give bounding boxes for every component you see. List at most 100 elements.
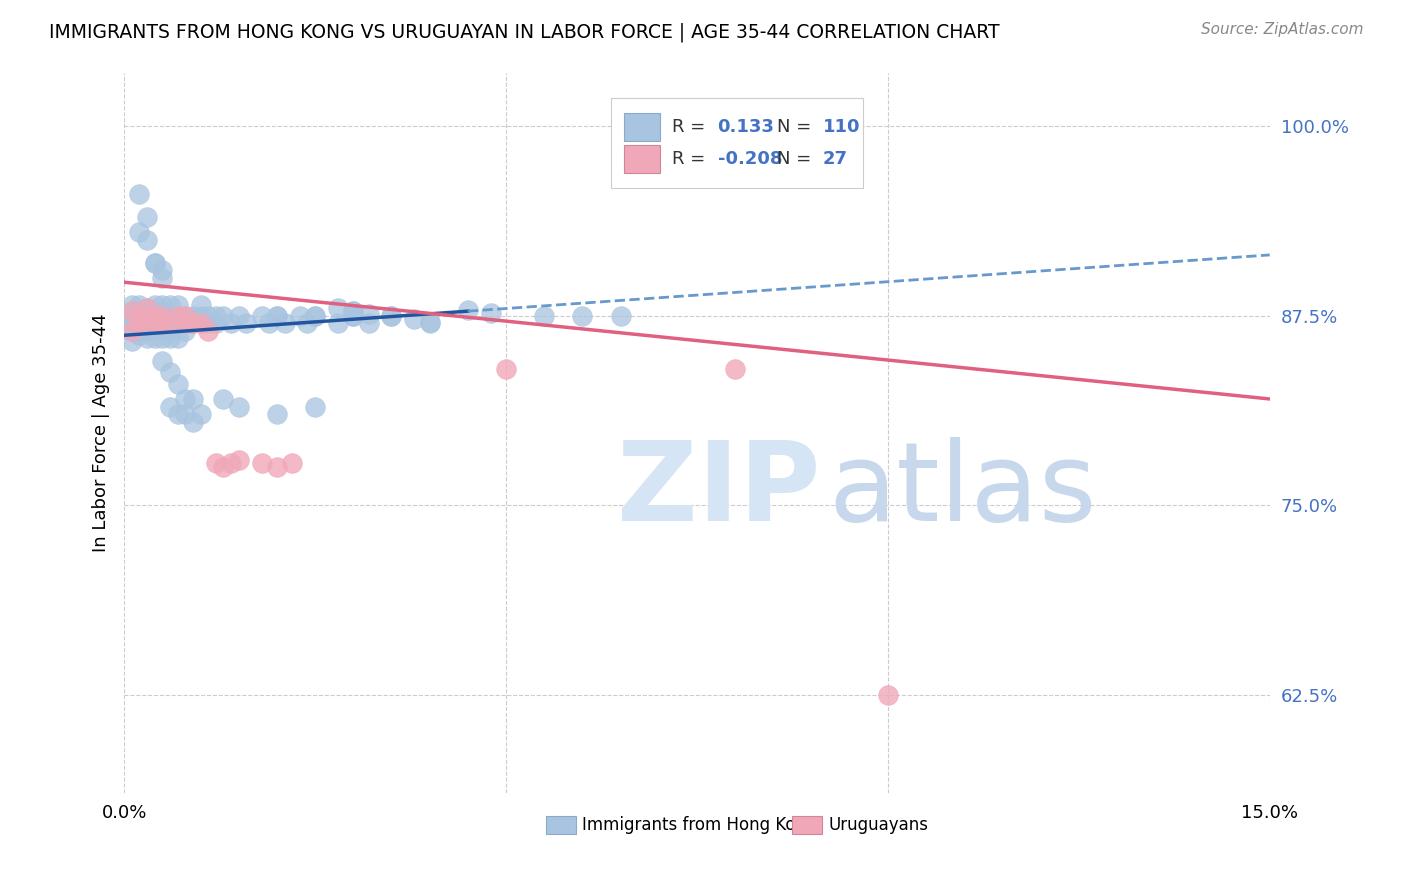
Point (266, 309, 288, 323)
Point (197, 309, 219, 323)
Point (152, 309, 174, 323)
Point (166, 298, 188, 312)
Text: Uruguayans: Uruguayans (828, 816, 929, 834)
Point (174, 309, 197, 323)
Text: R =: R = (672, 118, 704, 136)
Point (128, 187, 150, 202)
Point (136, 304, 159, 318)
Point (143, 309, 166, 323)
Point (166, 316, 188, 330)
Point (152, 263, 174, 277)
Point (152, 316, 174, 330)
Text: 0.133: 0.133 (717, 118, 775, 136)
Point (174, 407, 197, 421)
Point (166, 331, 188, 345)
Point (174, 309, 197, 323)
Point (250, 456, 273, 470)
FancyBboxPatch shape (792, 815, 823, 834)
Point (121, 334, 143, 349)
Point (326, 301, 349, 315)
Point (205, 316, 228, 330)
Point (121, 324, 143, 338)
Point (228, 309, 250, 323)
FancyBboxPatch shape (612, 98, 863, 188)
Point (136, 210, 159, 224)
Point (159, 298, 181, 312)
Point (136, 331, 159, 345)
Point (121, 304, 143, 318)
Point (259, 316, 281, 330)
Point (212, 309, 235, 323)
Point (380, 309, 402, 323)
Point (136, 301, 159, 315)
Point (219, 456, 242, 470)
Point (281, 456, 304, 470)
Point (128, 304, 150, 318)
Point (143, 298, 166, 312)
FancyBboxPatch shape (624, 145, 661, 173)
Point (326, 316, 349, 330)
Point (190, 407, 212, 421)
Point (143, 255, 166, 269)
Point (128, 328, 150, 343)
Point (190, 309, 212, 323)
Point (876, 688, 898, 702)
Point (143, 331, 166, 345)
Point (181, 392, 204, 406)
Point (143, 324, 166, 338)
Point (288, 309, 311, 323)
Point (128, 298, 150, 312)
Point (273, 316, 295, 330)
Point (128, 309, 150, 323)
Point (166, 407, 188, 421)
Point (143, 309, 166, 323)
Point (159, 324, 181, 338)
Point (266, 407, 288, 421)
Point (121, 316, 143, 330)
Point (121, 309, 143, 323)
Point (128, 316, 150, 330)
Text: N =: N = (778, 151, 811, 169)
Point (174, 392, 197, 406)
Point (121, 313, 143, 327)
Point (128, 318, 150, 332)
Point (152, 270, 174, 285)
Point (143, 304, 166, 318)
Point (419, 316, 441, 330)
Point (457, 302, 479, 317)
Point (136, 233, 159, 247)
Point (159, 365, 181, 379)
Point (181, 316, 204, 330)
Point (128, 309, 150, 323)
Point (479, 305, 502, 319)
Text: Source: ZipAtlas.com: Source: ZipAtlas.com (1201, 22, 1364, 37)
Point (128, 324, 150, 338)
Text: 27: 27 (823, 151, 848, 169)
Point (121, 304, 143, 318)
Point (174, 316, 197, 330)
Point (159, 331, 181, 345)
Text: Immigrants from Hong Kong: Immigrants from Hong Kong (582, 816, 817, 834)
Point (197, 316, 219, 330)
Point (136, 310, 159, 324)
Point (357, 316, 380, 330)
Point (342, 309, 364, 323)
Point (380, 309, 402, 323)
Text: IMMIGRANTS FROM HONG KONG VS URUGUAYAN IN LABOR FORCE | AGE 35-44 CORRELATION CH: IMMIGRANTS FROM HONG KONG VS URUGUAYAN I… (49, 22, 1000, 42)
FancyBboxPatch shape (546, 815, 575, 834)
Point (128, 316, 150, 330)
Point (128, 225, 150, 239)
Point (152, 298, 174, 312)
Point (228, 400, 250, 414)
Point (724, 361, 747, 376)
Point (159, 309, 181, 323)
Point (159, 400, 181, 414)
Point (197, 324, 219, 338)
Point (190, 316, 212, 330)
Point (342, 309, 364, 323)
Point (404, 311, 426, 326)
Point (143, 255, 166, 269)
Point (342, 304, 364, 318)
Point (136, 313, 159, 327)
Point (250, 309, 273, 323)
